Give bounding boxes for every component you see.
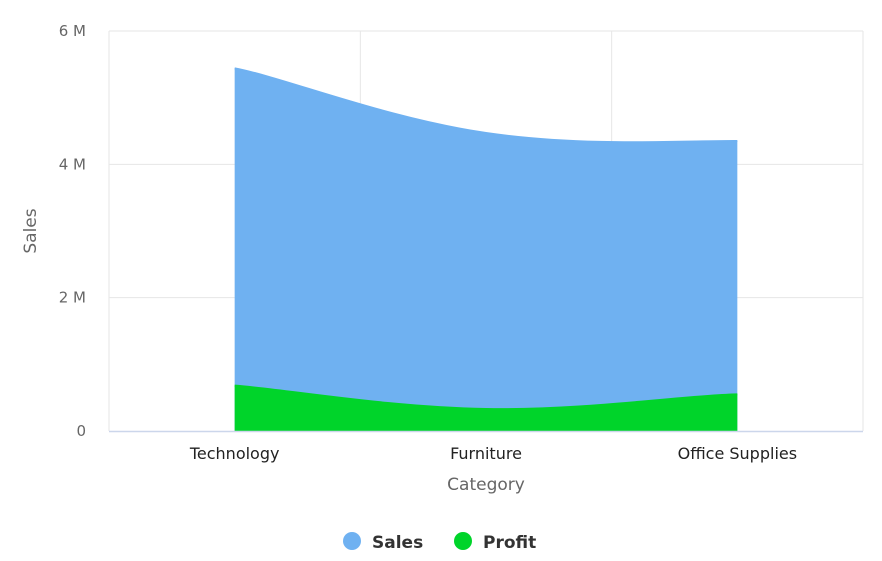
y-tick-label: 2 M bbox=[59, 289, 86, 307]
legend-item-profit[interactable]: Profit bbox=[454, 532, 536, 553]
x-tick-label: Office Supplies bbox=[678, 444, 797, 463]
y-axis-title: Sales bbox=[21, 208, 41, 253]
x-tick-label: Furniture bbox=[450, 444, 522, 463]
profit-area bbox=[234, 385, 738, 431]
legend-swatch bbox=[343, 532, 361, 550]
y-tick-label: 4 M bbox=[59, 155, 86, 173]
legend-swatch bbox=[454, 532, 472, 550]
sales-line bbox=[234, 67, 738, 144]
legend: Sales Profit bbox=[343, 532, 536, 553]
sales-area bbox=[234, 68, 738, 431]
x-axis-title: Category bbox=[447, 475, 525, 495]
legend-label: Profit bbox=[483, 533, 536, 553]
axes: 0 2 M 4 M 6 M Technology Furniture Office Supp… bbox=[59, 22, 863, 463]
legend-item-sales[interactable]: Sales bbox=[343, 532, 423, 553]
x-tick-label: Technology bbox=[189, 444, 280, 463]
legend-label: Sales bbox=[372, 533, 423, 553]
series-areas bbox=[234, 67, 738, 431]
y-tick-label: 6 M bbox=[59, 22, 86, 40]
y-tick-label: 0 bbox=[76, 422, 86, 440]
